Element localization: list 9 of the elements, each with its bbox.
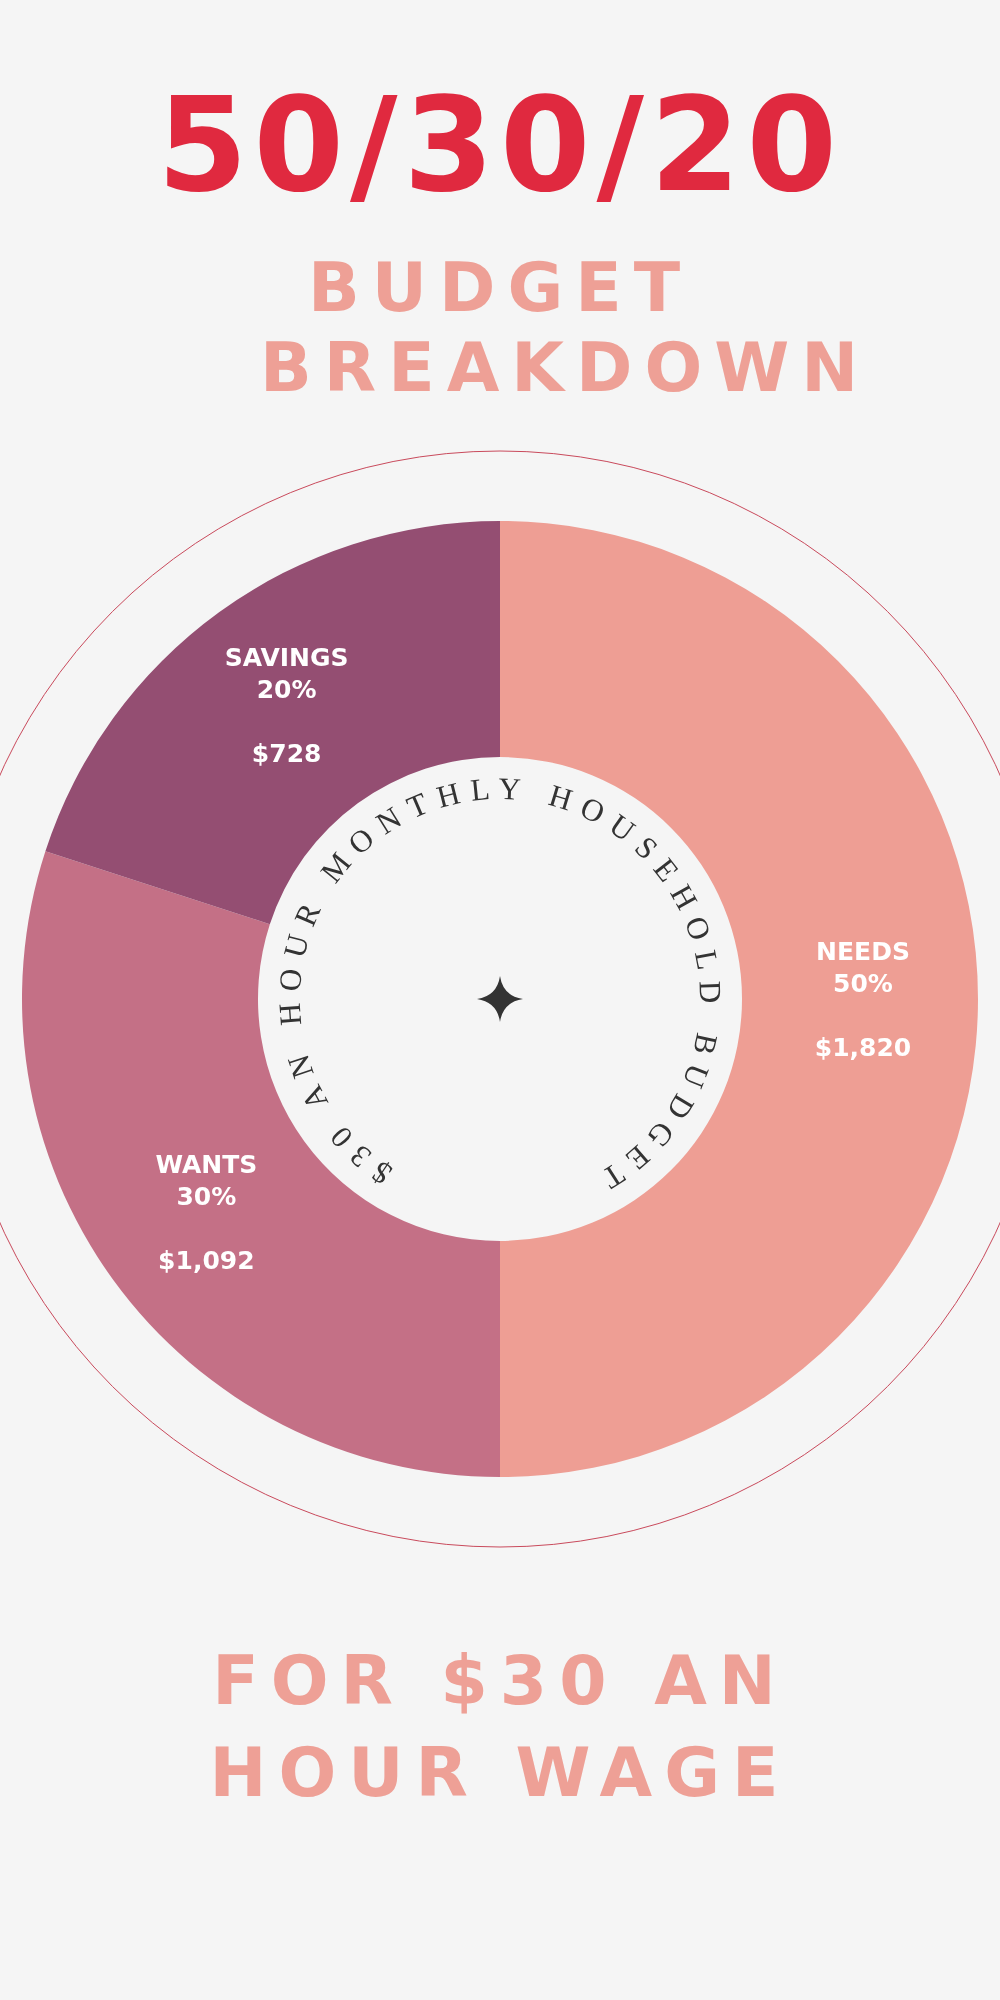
slice-label: NEEDS: [816, 936, 910, 966]
slice-label: WANTS: [155, 1149, 258, 1179]
text: 30% $1,092: [158, 1181, 255, 1275]
text: 50% $1,820: [814, 968, 912, 1062]
text: FOR $30 AN HOUR WAGE: [208, 1640, 792, 1814]
text: 20% $728: [251, 674, 322, 768]
chart-title: 50/30/20: [156, 69, 844, 221]
slice-label: SAVINGS: [224, 642, 349, 672]
chart-subtitle: BUDGET BREAKDOWN: [259, 248, 872, 408]
